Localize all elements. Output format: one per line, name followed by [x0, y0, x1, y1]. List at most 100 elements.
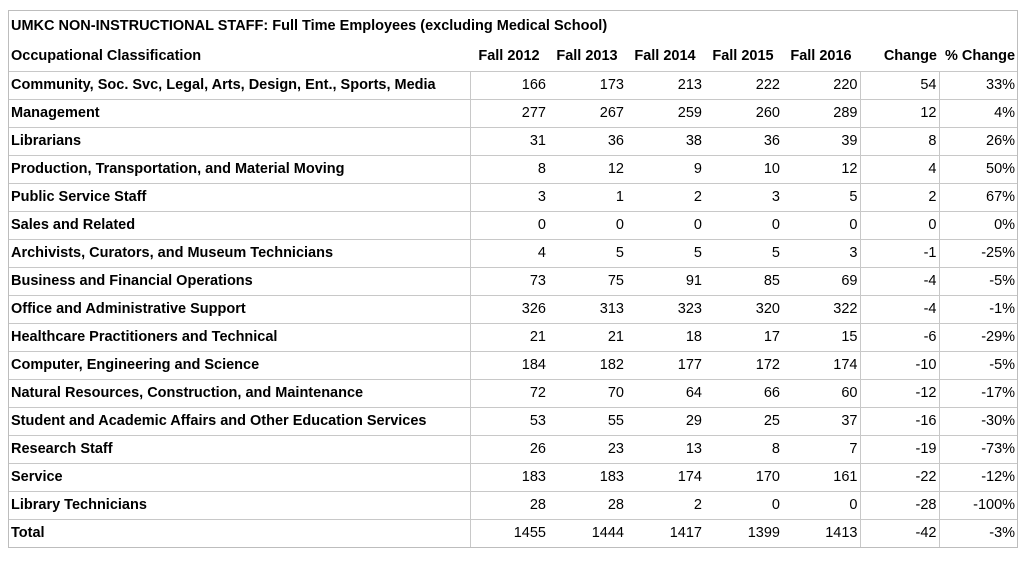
row-label: Public Service Staff [9, 182, 471, 211]
value-pct-change: 26% [939, 126, 1018, 155]
value-fall-2013: 267 [548, 98, 626, 127]
value-fall-2016: 289 [782, 98, 861, 127]
value-fall-2012: 183 [470, 462, 548, 491]
value-fall-2014: 213 [626, 70, 704, 99]
row-label: Computer, Engineering and Science [9, 350, 471, 379]
value-pct-change: -5% [939, 266, 1018, 295]
value-fall-2014: 2 [626, 182, 704, 211]
value-fall-2015: 36 [704, 126, 782, 155]
value-fall-2015: 66 [704, 378, 782, 407]
column-header-pct-change: % Change [944, 47, 1016, 64]
value-fall-2014: 259 [626, 98, 704, 127]
value-change: -6 [860, 322, 940, 351]
value-fall-2012: 0 [470, 210, 548, 239]
value-change: -1 [860, 238, 940, 267]
value-fall-2012: 3 [470, 182, 548, 211]
value-fall-2015: 17 [704, 322, 782, 351]
value-change: 12 [860, 98, 940, 127]
value-fall-2016: 3 [782, 238, 861, 267]
value-change: -42 [860, 518, 940, 548]
value-fall-2014: 13 [626, 434, 704, 463]
table-row: Research Staff 26 23 13 8 7 -19 -73% [9, 434, 1018, 463]
value-fall-2014: 91 [626, 266, 704, 295]
value-fall-2016: 161 [782, 462, 861, 491]
value-fall-2014: 9 [626, 154, 704, 183]
value-fall-2014: 1417 [626, 518, 704, 548]
value-fall-2013: 55 [548, 406, 626, 435]
table-row: Business and Financial Operations 73 75 91 8… [9, 266, 1018, 295]
value-fall-2012: 8 [470, 154, 548, 183]
value-fall-2016: 5 [782, 182, 861, 211]
row-label: Total [9, 518, 471, 548]
row-label: Production, Transportation, and Material… [9, 154, 471, 183]
value-pct-change: -100% [939, 490, 1018, 519]
value-fall-2014: 38 [626, 126, 704, 155]
value-fall-2015: 8 [704, 434, 782, 463]
row-label: Sales and Related [9, 210, 471, 239]
spreadsheet-table-container: UMKC NON-INSTRUCTIONAL STAFF: Full Time … [8, 10, 1018, 548]
value-pct-change: 67% [939, 182, 1018, 211]
value-fall-2015: 0 [704, 210, 782, 239]
value-pct-change: -30% [939, 406, 1018, 435]
row-label: Natural Resources, Construction, and Mai… [9, 378, 471, 407]
row-label: Research Staff [9, 434, 471, 463]
value-fall-2015: 260 [704, 98, 782, 127]
value-fall-2012: 72 [470, 378, 548, 407]
value-fall-2012: 26 [470, 434, 548, 463]
value-pct-change: 4% [939, 98, 1018, 127]
value-change: 4 [860, 154, 940, 183]
table-row: Management 277 267 259 260 289 12 4% [9, 98, 1018, 127]
value-fall-2016: 220 [782, 70, 861, 99]
value-fall-2014: 174 [626, 462, 704, 491]
table-row: Librarians 31 36 38 36 39 8 26% [9, 126, 1018, 155]
value-pct-change: -1% [939, 294, 1018, 323]
value-fall-2012: 184 [470, 350, 548, 379]
value-fall-2014: 18 [626, 322, 704, 351]
value-fall-2014: 64 [626, 378, 704, 407]
value-pct-change: -73% [939, 434, 1018, 463]
row-label: Library Technicians [9, 490, 471, 519]
value-fall-2012: 53 [470, 406, 548, 435]
row-label: Community, Soc. Svc, Legal, Arts, Design… [9, 70, 471, 99]
value-change: 54 [860, 70, 940, 99]
value-fall-2013: 28 [548, 490, 626, 519]
value-fall-2016: 39 [782, 126, 861, 155]
table-row: Library Technicians 28 28 2 0 0 -28 -100% [9, 490, 1018, 519]
table-row: Public Service Staff 3 1 2 3 5 2 67% [9, 182, 1018, 211]
table-row: Natural Resources, Construction, and Mai… [9, 378, 1018, 407]
table-row: Service 183 183 174 170 161 -22 -12% [9, 462, 1018, 491]
value-fall-2014: 29 [626, 406, 704, 435]
value-fall-2013: 12 [548, 154, 626, 183]
value-change: 2 [860, 182, 940, 211]
value-fall-2013: 182 [548, 350, 626, 379]
value-fall-2012: 28 [470, 490, 548, 519]
value-fall-2013: 0 [548, 210, 626, 239]
value-fall-2013: 183 [548, 462, 626, 491]
value-fall-2012: 166 [470, 70, 548, 99]
value-fall-2016: 15 [782, 322, 861, 351]
value-fall-2016: 0 [782, 210, 861, 239]
value-fall-2014: 0 [626, 210, 704, 239]
value-change: -19 [860, 434, 940, 463]
value-fall-2016: 174 [782, 350, 861, 379]
value-fall-2012: 1455 [470, 518, 548, 548]
value-fall-2016: 1413 [782, 518, 861, 548]
value-fall-2014: 323 [626, 294, 704, 323]
value-change: -12 [860, 378, 940, 407]
value-fall-2012: 326 [470, 294, 548, 323]
column-header-change: Change [883, 47, 937, 64]
value-pct-change: 33% [939, 70, 1018, 99]
column-header-fall-2012: Fall 2012 [478, 47, 540, 64]
value-fall-2013: 1 [548, 182, 626, 211]
value-change: 8 [860, 126, 940, 155]
column-header-fall-2014: Fall 2014 [634, 47, 696, 64]
row-label: Office and Administrative Support [9, 294, 471, 323]
column-header-fall-2015: Fall 2015 [712, 47, 774, 64]
value-fall-2012: 4 [470, 238, 548, 267]
value-fall-2015: 170 [704, 462, 782, 491]
value-fall-2014: 2 [626, 490, 704, 519]
value-fall-2015: 222 [704, 70, 782, 99]
value-fall-2013: 1444 [548, 518, 626, 548]
value-fall-2015: 320 [704, 294, 782, 323]
title-row: UMKC NON-INSTRUCTIONAL STAFF: Full Time … [9, 11, 1017, 41]
